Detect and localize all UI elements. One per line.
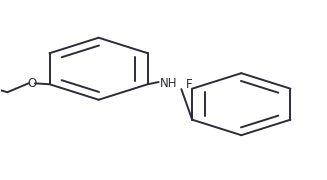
Text: O: O [27, 77, 36, 90]
Text: F: F [186, 78, 192, 91]
Text: NH: NH [160, 77, 177, 90]
